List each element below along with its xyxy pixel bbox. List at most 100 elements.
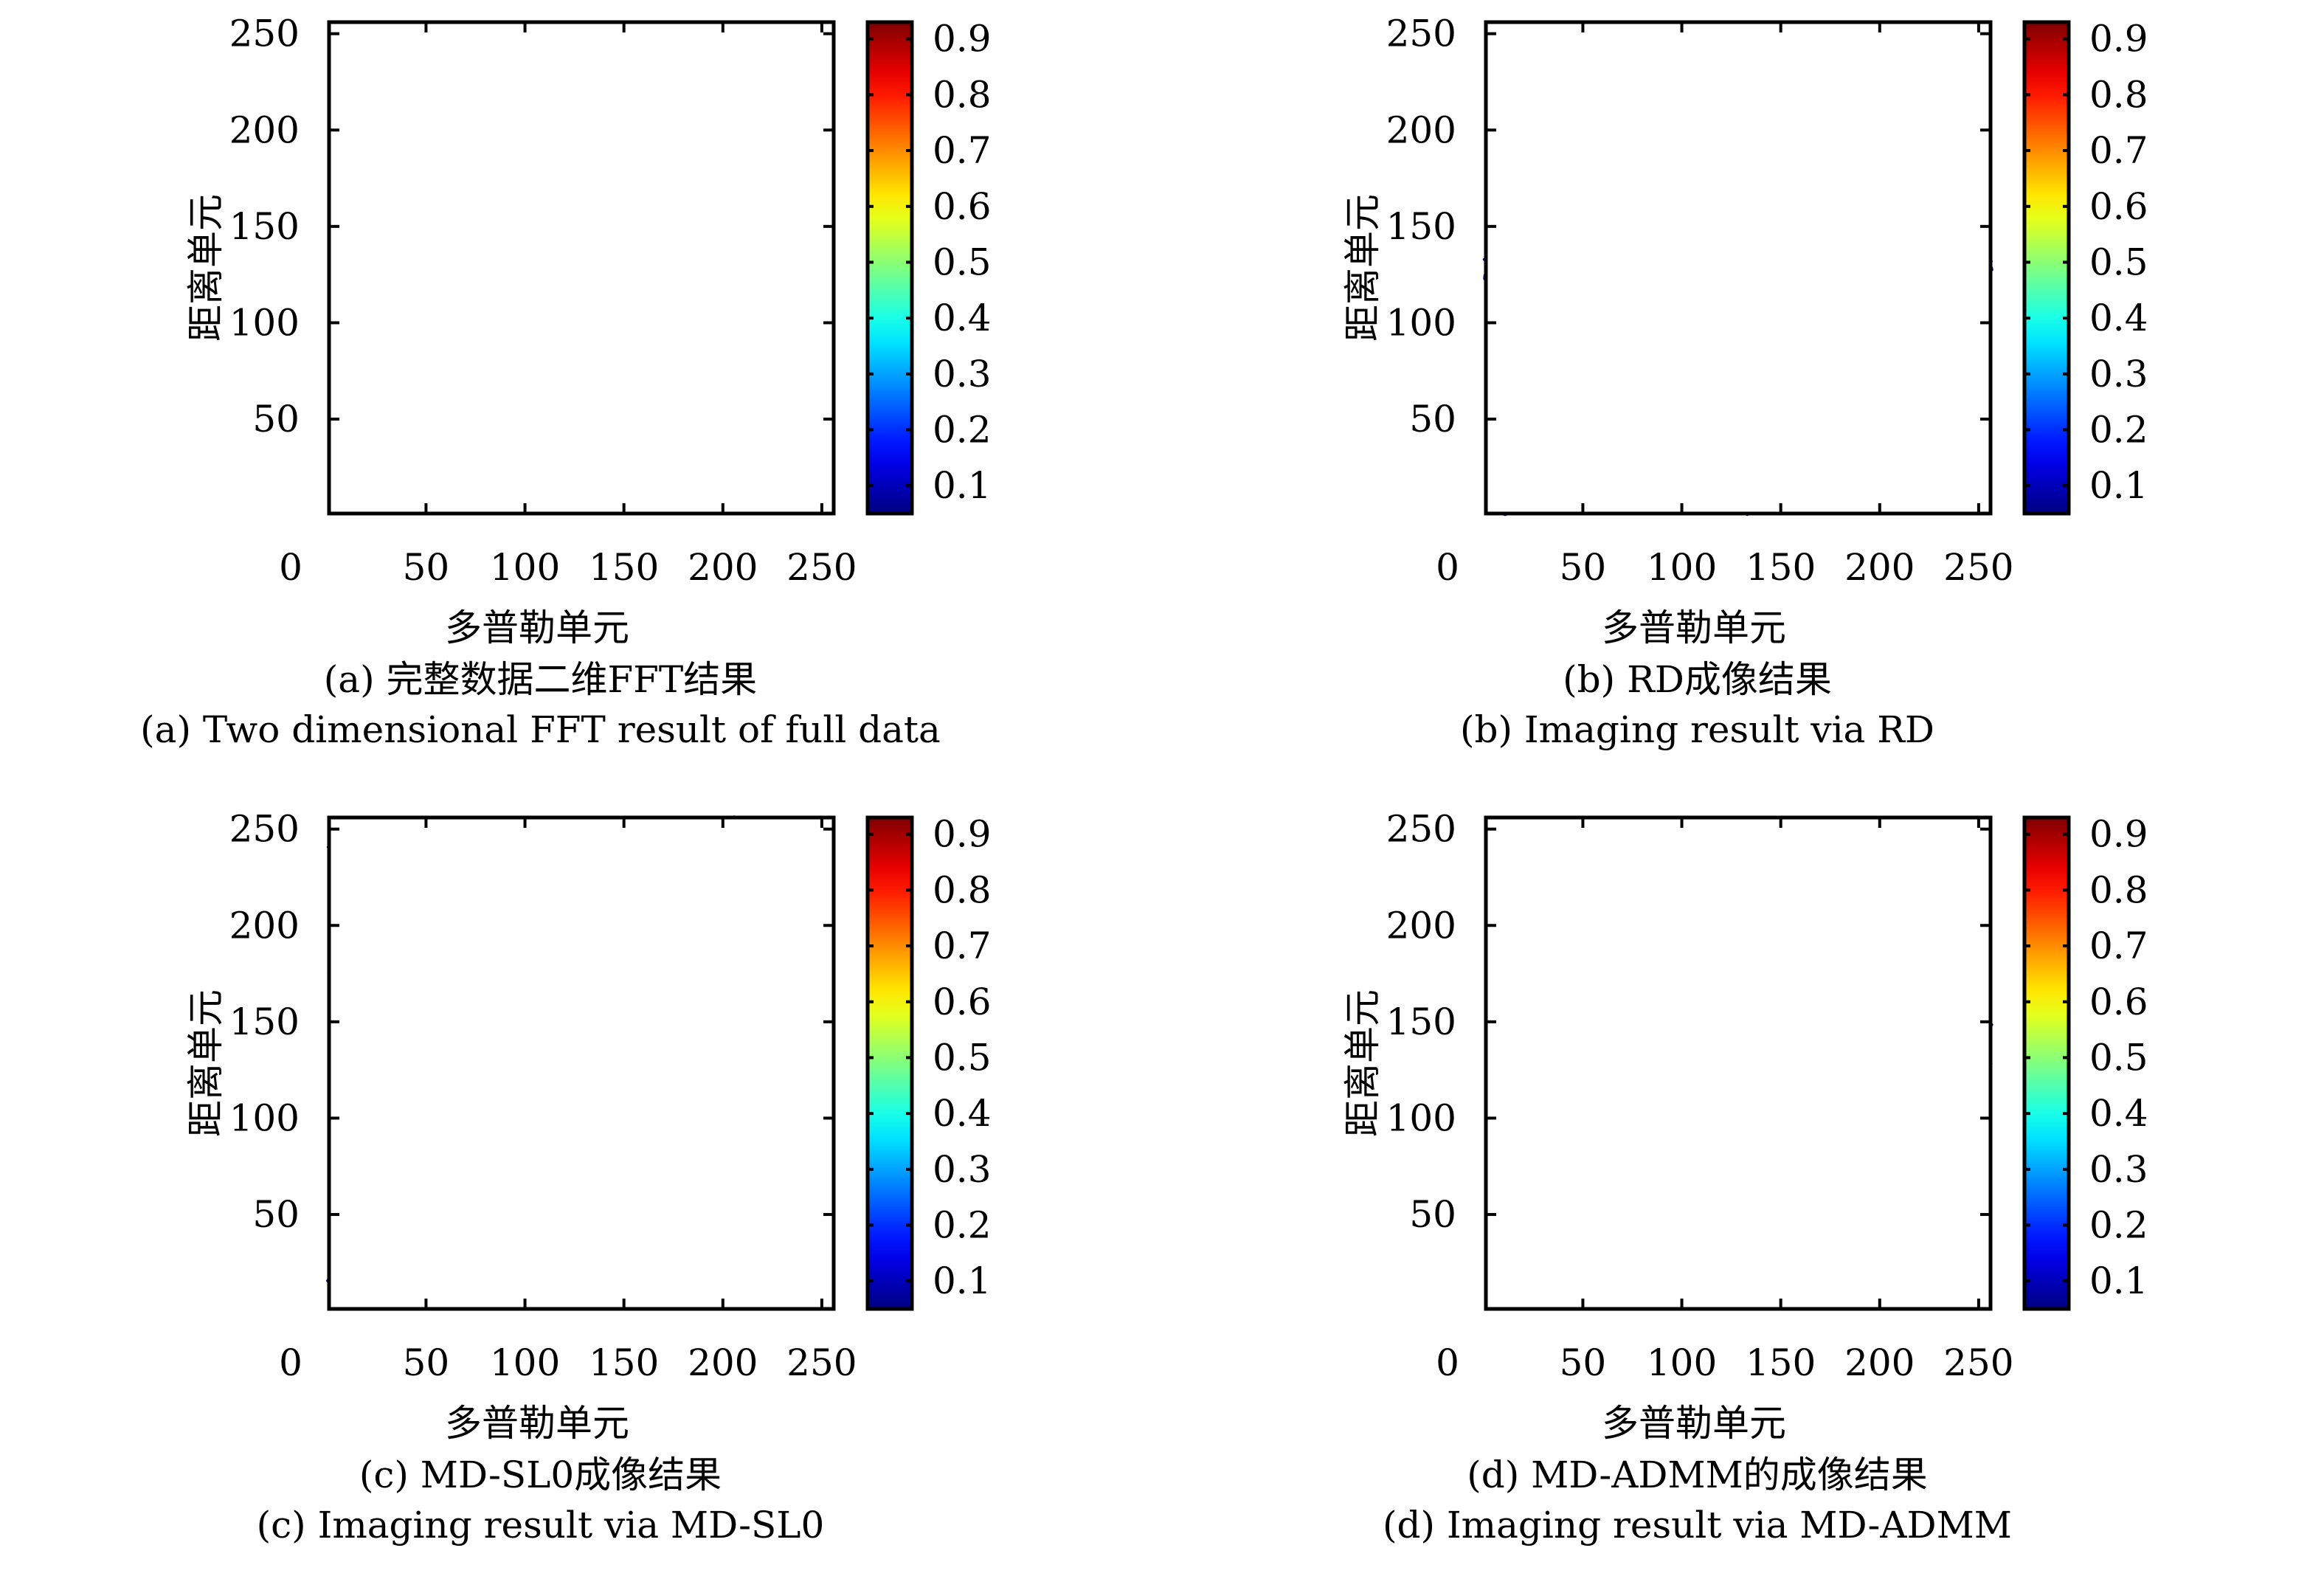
colorbar-tick-label: 0.8 — [2089, 73, 2148, 116]
y-tick-label: 200 — [1386, 108, 1456, 151]
y-tick-label: 250 — [1386, 808, 1456, 851]
panel-c: 50 100 150 200 250 0 50 100 150 200 250 多普勒单元 距离单元 0.… — [0, 795, 1162, 1576]
x-tick-label: 150 — [1746, 546, 1816, 589]
caption-cn: (c) MD-SL0成像结果 — [359, 1454, 722, 1496]
colorbar-tick-label: 0.6 — [933, 185, 992, 228]
y-tick-label: 250 — [229, 13, 300, 55]
colorbar-frame — [865, 815, 914, 1311]
x-tick-label: 0 — [1436, 1341, 1459, 1384]
colorbar-tick-label: 0.8 — [933, 868, 992, 911]
caption-cn: (d) MD-ADMM的成像结果 — [1467, 1454, 1928, 1496]
caption-en: (c) Imaging result via MD-SL0 — [256, 1504, 825, 1546]
y-tick-label: 50 — [252, 398, 300, 440]
x-tick-label: 0 — [279, 546, 302, 589]
y-tick-label: 50 — [1409, 398, 1456, 440]
colorbar-tick-label: 0.2 — [2089, 1203, 2148, 1246]
colorbar-tick-label: 0.6 — [2089, 981, 2148, 1023]
colorbar-tick-label: 0.8 — [933, 73, 992, 116]
colorbar-tick-label: 0.2 — [933, 1203, 992, 1246]
colorbar — [868, 22, 912, 514]
colorbar-tick-label: 0.9 — [933, 813, 992, 856]
x-tick-label: 150 — [1746, 1341, 1816, 1384]
colorbar-tick-label: 0.4 — [2089, 297, 2148, 339]
y-tick-label: 100 — [229, 301, 300, 344]
caption-en: (d) Imaging result via MD-ADMM — [1383, 1504, 2012, 1546]
x-tick-label: 200 — [1844, 1341, 1915, 1384]
x-tick-label: 100 — [490, 546, 560, 589]
y-tick-label: 150 — [1386, 205, 1456, 248]
colorbar-tick-label: 0.4 — [933, 297, 992, 339]
plot-frame — [1484, 20, 1993, 516]
y-tick-label: 100 — [1386, 301, 1456, 344]
colorbar-tick-label: 0.1 — [2089, 1259, 2148, 1302]
colorbar-tick-label: 0.6 — [2089, 185, 2148, 228]
plot-frame — [1484, 815, 1993, 1311]
colorbar-tick-label: 0.9 — [2089, 813, 2148, 856]
x-axis-label: 多普勒单元 — [445, 1402, 629, 1445]
colorbar-tick-label: 0.8 — [2089, 868, 2148, 911]
y-tick-label: 150 — [229, 205, 300, 248]
colorbar-tick-label: 0.5 — [933, 241, 992, 283]
y-tick-label: 250 — [229, 808, 300, 851]
y-tick-label: 150 — [1386, 1000, 1456, 1043]
x-tick-label: 150 — [589, 546, 659, 589]
x-tick-label: 200 — [688, 1341, 758, 1384]
colorbar-tick-label: 0.6 — [933, 981, 992, 1023]
colorbar-tick-label: 0.3 — [2089, 353, 2148, 395]
x-axis-label: 多普勒单元 — [445, 606, 629, 649]
panel-b: 50 100 150 200 250 0 50 100 150 200 250 多普勒单元 距离单元 0.… — [1157, 0, 2319, 781]
panel-a: 50 100 150 200 250 0 50 100 150 200 250 多普勒单元 距离单元 0.… — [0, 0, 1162, 781]
y-tick-label: 150 — [229, 1000, 300, 1043]
colorbar — [2024, 818, 2069, 1309]
y-axis-label: 距离单元 — [1341, 989, 1384, 1137]
y-tick-label: 100 — [229, 1096, 300, 1139]
caption-en: (b) Imaging result via RD — [1460, 708, 1934, 751]
y-tick-label: 200 — [229, 108, 300, 151]
y-tick-label: 200 — [1386, 904, 1456, 947]
x-tick-label: 150 — [589, 1341, 659, 1384]
x-tick-label: 0 — [279, 1341, 302, 1384]
colorbar-tick-label: 0.2 — [933, 408, 992, 451]
y-axis-label: 距离单元 — [184, 194, 227, 342]
x-tick-label: 250 — [1943, 546, 2013, 589]
colorbar-tick-label: 0.5 — [933, 1036, 992, 1079]
y-tick-label: 100 — [1386, 1096, 1456, 1139]
colorbar-tick-label: 0.3 — [2089, 1148, 2148, 1191]
colorbar-tick-label: 0.3 — [933, 353, 992, 395]
colorbar-tick-label: 0.1 — [933, 1259, 992, 1302]
y-axis-label: 距离单元 — [1341, 194, 1384, 342]
x-tick-label: 250 — [786, 1341, 857, 1384]
colorbar-tick-label: 0.4 — [2089, 1092, 2148, 1135]
colorbar-tick-label: 0.1 — [2089, 464, 2148, 507]
panel-d: 50 100 150 200 250 0 50 100 150 200 250 多普勒单元 距离单元 0.… — [1157, 795, 2319, 1576]
colorbar-tick-label: 0.5 — [2089, 1036, 2148, 1079]
x-tick-label: 50 — [1560, 546, 1607, 589]
x-tick-label: 200 — [688, 546, 758, 589]
x-axis-label: 多普勒单元 — [1602, 606, 1786, 649]
colorbar-tick-label: 0.7 — [933, 924, 992, 967]
colorbar-tick-label: 0.7 — [933, 129, 992, 172]
caption-cn: (a) 完整数据二维FFT结果 — [323, 658, 758, 701]
plot-frame — [327, 815, 836, 1311]
colorbar-tick-label: 0.4 — [933, 1092, 992, 1135]
x-tick-label: 0 — [1436, 546, 1459, 589]
colorbar-tick-label: 0.7 — [2089, 924, 2148, 967]
y-tick-label: 200 — [229, 904, 300, 947]
y-axis-label: 距离单元 — [184, 989, 227, 1137]
x-tick-label: 100 — [1647, 1341, 1717, 1384]
colorbar-tick-label: 0.5 — [2089, 241, 2148, 283]
plot-frame — [327, 20, 836, 516]
colorbar-frame — [865, 20, 914, 516]
colorbar-frame — [2022, 815, 2071, 1311]
colorbar-tick-label: 0.7 — [2089, 129, 2148, 172]
colorbar-tick-label: 0.2 — [2089, 408, 2148, 451]
colorbar-frame — [2022, 20, 2071, 516]
x-tick-label: 50 — [403, 546, 450, 589]
colorbar — [2024, 22, 2069, 514]
x-tick-label: 50 — [403, 1341, 450, 1384]
x-tick-label: 50 — [1560, 1341, 1607, 1384]
colorbar — [868, 818, 912, 1309]
